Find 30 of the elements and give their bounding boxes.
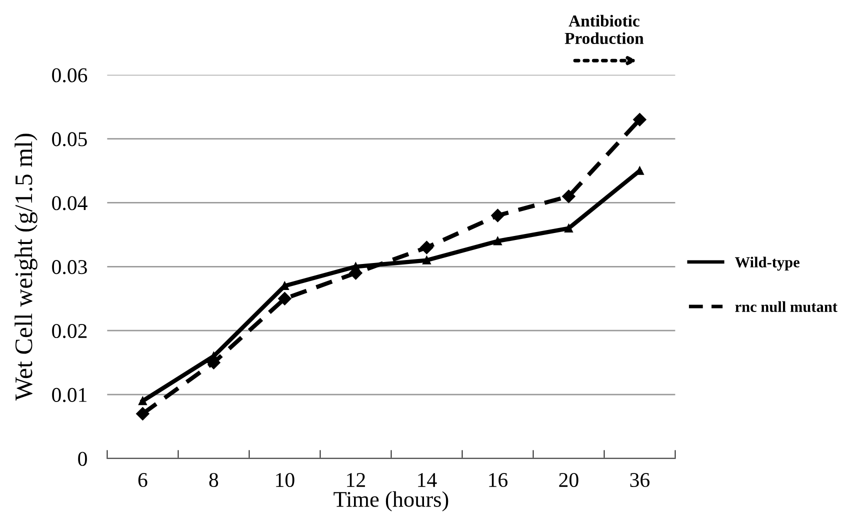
x-tick-label: 16 — [489, 473, 508, 488]
point — [422, 256, 431, 264]
x-tick-label: 6 — [138, 473, 148, 488]
y-axis-title: Wet Cell weight (g/1.5 ml) — [14, 134, 38, 401]
point — [420, 240, 434, 254]
point — [491, 208, 504, 222]
point — [138, 396, 147, 406]
x-tick-label: 36 — [630, 473, 650, 488]
y-tick-label: 0.02 — [52, 324, 87, 338]
x-tick-label: 12 — [347, 473, 365, 487]
y-tick-label: 0 — [78, 452, 87, 466]
y-tick-label: 0.01 — [52, 388, 86, 402]
legend-label: Wild-type — [735, 256, 800, 271]
text: Antibiotic Production — [564, 14, 644, 44]
y-tick-label: 0.04 — [52, 196, 88, 210]
point — [633, 113, 646, 126]
x-tick-label: 10 — [276, 472, 294, 488]
point — [278, 292, 292, 306]
y-tick-label: 0.06 — [52, 68, 88, 82]
point — [494, 236, 502, 246]
point — [564, 224, 573, 232]
x-axis-title: Time (hours) — [334, 491, 448, 512]
x-tick-label: 8 — [209, 472, 218, 488]
point — [136, 407, 150, 420]
legend-label: rnc null mutant — [735, 301, 838, 312]
y-tick-label: 0.03 — [52, 260, 87, 274]
x-tick-label: 14 — [418, 473, 437, 487]
y-tick-label: 0.05 — [52, 132, 87, 146]
x-tick-label: 20 — [559, 472, 578, 488]
point — [562, 190, 576, 203]
